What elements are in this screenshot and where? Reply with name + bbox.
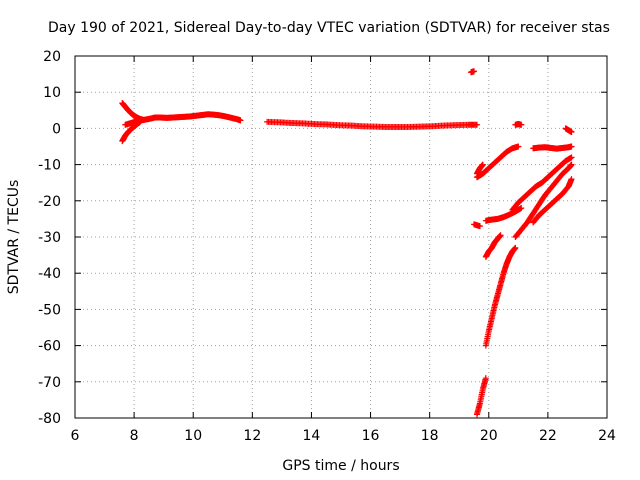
x-tick-label: 12 (243, 428, 261, 444)
data-point (482, 375, 489, 382)
data-point (515, 143, 522, 150)
y-tick-label: 20 (43, 49, 61, 65)
y-tick-label: -40 (38, 266, 61, 282)
x-tick-label: 8 (130, 428, 139, 444)
data-point (568, 143, 575, 150)
data-point (568, 161, 575, 168)
x-tick-label: 16 (362, 428, 380, 444)
data-point (497, 232, 504, 239)
data-point (473, 121, 480, 128)
x-tick-label: 24 (598, 428, 616, 444)
series-arc-j (471, 221, 483, 230)
series-arc-n (530, 176, 575, 226)
y-tick-label: -50 (38, 302, 61, 318)
y-tick-label: 0 (52, 121, 61, 137)
series-arc-l (512, 161, 575, 240)
x-axis-label: GPS time / hours (282, 458, 399, 474)
data-point (479, 161, 486, 168)
x-tick-label: 18 (421, 428, 439, 444)
x-tick-label: 10 (184, 428, 202, 444)
series-arc-i (562, 125, 575, 136)
series-arc-k (482, 205, 525, 224)
series-arc-c (264, 118, 480, 130)
series-arc-b (122, 111, 244, 128)
series-arc-d (468, 68, 477, 76)
series-arc-p (482, 244, 519, 349)
x-tick-label: 6 (71, 428, 80, 444)
series-arc-g (512, 121, 525, 128)
data-point (568, 129, 575, 136)
data-point (471, 68, 477, 75)
y-axis-label: SDTVAR / TECUs (6, 180, 22, 295)
y-axis: -80 -70 -60 -50 -40 -30 -20 -10 0 10 20 (38, 49, 607, 427)
series-arc-m (509, 154, 575, 213)
data-point (568, 176, 575, 183)
data-point (568, 154, 575, 161)
x-tick-label: 14 (303, 428, 321, 444)
y-tick-label: 10 (43, 85, 61, 101)
y-tick-label: -20 (38, 194, 61, 210)
series-arc-o (482, 232, 504, 260)
data-points (119, 68, 575, 418)
chart-title: Day 190 of 2021, Sidereal Day-to-day VTE… (48, 20, 610, 36)
data-point (518, 121, 525, 128)
y-tick-label: -60 (38, 339, 61, 355)
series-arc-f (473, 143, 522, 181)
y-tick-label: -30 (38, 230, 61, 246)
series-arc-e (473, 161, 486, 177)
x-tick-label: 20 (480, 428, 498, 444)
data-point (476, 223, 483, 230)
data-point (518, 205, 525, 212)
y-tick-label: -10 (38, 158, 61, 174)
data-point (237, 117, 244, 124)
x-axis: 6 8 10 12 14 16 18 20 22 24 (71, 56, 616, 444)
y-tick-label: -70 (38, 375, 61, 391)
x-tick-label: 22 (539, 428, 557, 444)
grid (75, 56, 607, 418)
series-arc-h (530, 143, 575, 152)
y-tick-label: -80 (38, 411, 61, 427)
data-point (512, 244, 519, 251)
series-arc-q (473, 375, 489, 418)
